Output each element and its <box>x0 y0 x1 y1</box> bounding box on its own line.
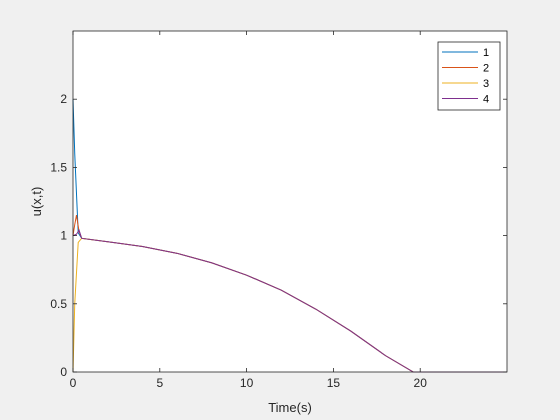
axes-box <box>72 30 508 373</box>
legend-label: 2 <box>483 63 489 75</box>
y-tick-label: 0 <box>60 365 67 379</box>
y-tick-label: 1.5 <box>50 160 67 174</box>
x-tick-label: 10 <box>240 376 254 390</box>
y-axis-label: u(x,t) <box>29 187 44 217</box>
y-tick-label: 1 <box>60 229 67 243</box>
legend-label: 3 <box>483 78 489 90</box>
ticks-layer: 0 5 10 15 20 0 0.5 1 1.5 2 <box>50 31 507 390</box>
legend: 1 2 3 4 <box>437 41 501 111</box>
y-tick-label: 2 <box>60 92 67 106</box>
legend-label: 1 <box>483 47 489 59</box>
x-tick-label: 0 <box>70 376 77 390</box>
plot-area <box>73 31 507 372</box>
y-tick-label: 0.5 <box>50 297 67 311</box>
legend-label: 4 <box>483 94 489 106</box>
x-tick-label: 5 <box>156 376 163 390</box>
x-axis-label: Time(s) <box>268 400 312 415</box>
x-tick-label: 15 <box>327 376 341 390</box>
x-tick-label: 20 <box>414 376 428 390</box>
